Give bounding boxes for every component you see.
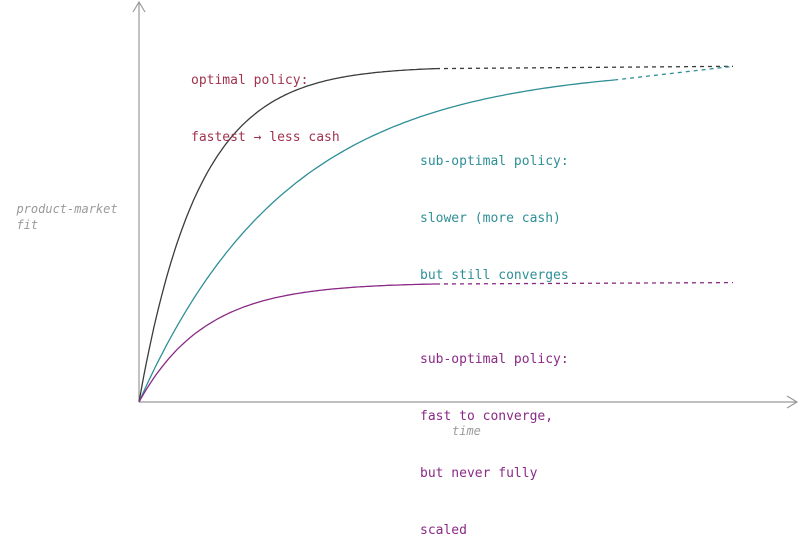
slow-policy-label: sub-optimal policy: slower (more cash) b… (420, 114, 569, 304)
curve-slow (138, 65, 734, 403)
curve-capped (138, 281, 734, 403)
optimal-curve-solid (138, 67, 437, 403)
label-line: sub-optimal policy: (420, 154, 569, 169)
y-axis-label-line: product-market (16, 202, 118, 216)
y-axis-label-line: fit (16, 218, 39, 232)
label-line: fast to converge, (420, 409, 554, 424)
y-axis-label: product-market fit (2, 185, 118, 233)
label-line: optimal policy: (191, 73, 309, 88)
y-axis-arrowhead (132, 0, 146, 13)
label-line: but still converges (420, 268, 569, 283)
optimal-policy-label: optimal policy: fastest → less cash (191, 33, 340, 166)
label-line: slower (more cash) (420, 211, 561, 226)
label-line: scaled (420, 523, 467, 538)
capped-policy-label: sub-optimal policy: fast to converge, bu… (420, 312, 569, 559)
diagram (132, 0, 799, 409)
capped-curve-asymptote (435, 281, 734, 285)
x-axis-arrowhead (786, 395, 799, 409)
slow-curve-asymptote (614, 65, 734, 81)
label-line: fastest → less cash (191, 130, 340, 145)
x-axis-label: time (452, 424, 481, 438)
label-line: but never fully (420, 466, 538, 481)
capped-curve-solid (138, 283, 436, 403)
curve-optimal (138, 65, 734, 403)
slow-curve-solid (138, 79, 615, 403)
axes (132, 0, 799, 409)
optimal-curve-asymptote (435, 65, 734, 70)
label-line: sub-optimal policy: (420, 352, 569, 367)
